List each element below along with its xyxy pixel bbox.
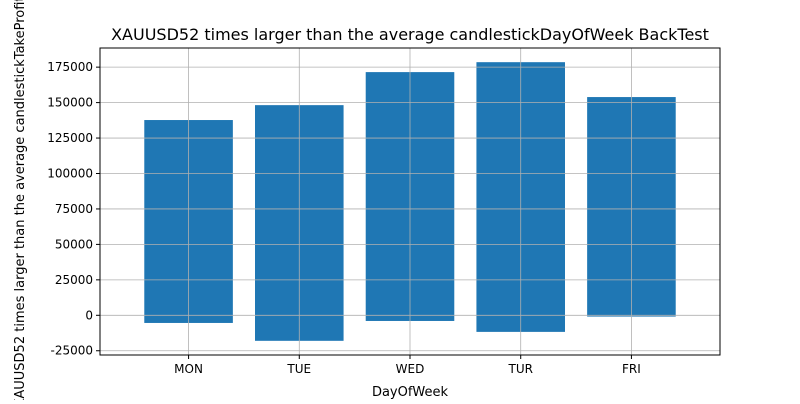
y-axis-label: XAUUSD52 times larger than the average c… — [13, 0, 28, 400]
y-tick-label: 25000 — [55, 273, 93, 287]
chart-title: XAUUSD52 times larger than the average c… — [111, 25, 709, 44]
x-tick-label: TUR — [507, 362, 532, 376]
grid-lines — [100, 48, 720, 355]
axes-frame — [99, 47, 721, 356]
y-tick-label: 0 — [85, 308, 93, 322]
ticks: -25000 0 25000 50000 75000 100000 125000 150000… — [47, 60, 641, 376]
x-tick-label: MON — [174, 362, 203, 376]
y-tick-label: -25000 — [50, 344, 93, 358]
y-tick-label: 175000 — [47, 60, 93, 74]
y-tick-label: 100000 — [47, 166, 93, 180]
x-tick-label: TUE — [286, 362, 311, 376]
x-tick-label: WED — [396, 362, 425, 376]
y-tick-label: 125000 — [47, 131, 93, 145]
x-tick-label: FRI — [622, 362, 641, 376]
y-tick-label: 50000 — [55, 237, 93, 251]
y-tick-label: 75000 — [55, 202, 93, 216]
y-tick-label: 150000 — [47, 96, 93, 110]
x-axis-label: DayOfWeek — [372, 385, 449, 400]
